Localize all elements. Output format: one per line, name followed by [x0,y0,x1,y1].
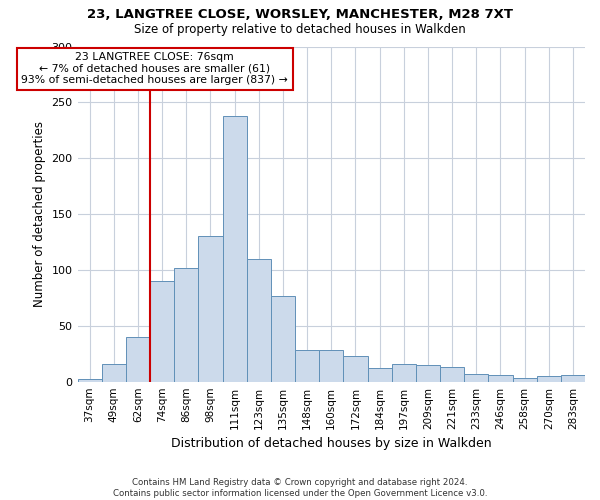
Bar [392,364,416,382]
Bar [126,337,150,382]
Bar [150,281,174,382]
Bar [368,368,392,382]
Text: Contains HM Land Registry data © Crown copyright and database right 2024.
Contai: Contains HM Land Registry data © Crown c… [113,478,487,498]
Bar [199,236,223,382]
Bar [488,375,512,382]
Bar [416,365,440,382]
X-axis label: Distribution of detached houses by size in Walkden: Distribution of detached houses by size … [171,437,491,450]
Bar [561,375,585,382]
Bar [536,376,561,382]
Bar [295,350,319,382]
Bar [77,380,101,382]
Bar [223,116,247,382]
Bar [343,356,368,382]
Text: 23 LANGTREE CLOSE: 76sqm
← 7% of detached houses are smaller (61)
93% of semi-de: 23 LANGTREE CLOSE: 76sqm ← 7% of detache… [22,52,288,86]
Bar [464,374,488,382]
Bar [440,367,464,382]
Text: 23, LANGTREE CLOSE, WORSLEY, MANCHESTER, M28 7XT: 23, LANGTREE CLOSE, WORSLEY, MANCHESTER,… [87,8,513,20]
Bar [319,350,343,382]
Y-axis label: Number of detached properties: Number of detached properties [33,121,46,307]
Bar [174,268,199,382]
Bar [512,378,536,382]
Bar [271,296,295,382]
Text: Size of property relative to detached houses in Walkden: Size of property relative to detached ho… [134,22,466,36]
Bar [101,364,126,382]
Bar [247,259,271,382]
